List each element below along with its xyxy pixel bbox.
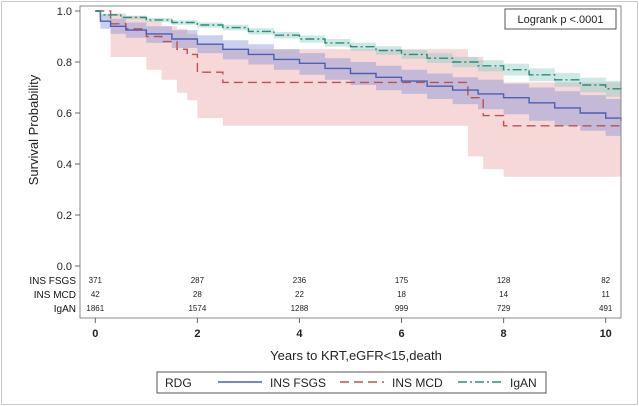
risk-count: 14	[499, 290, 508, 299]
x-tick-label: 6	[398, 328, 404, 340]
risk-count: 491	[599, 304, 613, 313]
risk-count: 1574	[188, 304, 206, 313]
risk-count: 1288	[291, 304, 309, 313]
logrank-text: Logrank p <.0001	[518, 14, 604, 26]
x-tick-label: 2	[194, 328, 200, 340]
annotation-box	[504, 8, 617, 30]
y-axis-title: Survival Probability	[26, 74, 41, 185]
ci-band-igan	[95, 11, 622, 100]
risk-row-label-igan: IgAN	[54, 304, 76, 315]
risk-count: 175	[395, 276, 409, 285]
risk-count: 236	[293, 276, 307, 285]
survival-line-igan	[95, 10, 622, 92]
risk-row-label-ins-mcd: INS MCD	[34, 290, 76, 301]
risk-count: 287	[191, 276, 205, 285]
y-tick-label: 0.4	[57, 159, 72, 171]
y-axis: 0.0 0.2 0.4 0.6 0.8 1.0	[57, 6, 80, 273]
risk-count: 28	[193, 290, 202, 299]
x-axis-title: Years to KRT,eGFR<15,death	[270, 348, 442, 363]
y-tick-label: 0.2	[57, 210, 72, 222]
risk-count: 82	[601, 276, 610, 285]
risk-table: INS FSGS 371 287 236 175 128 82 INS MCD 42 28 22 18…	[29, 276, 613, 315]
legend-title: RDG	[165, 376, 192, 390]
risk-count: 18	[397, 290, 406, 299]
legend-label-ins-mcd: INS MCD	[392, 376, 443, 390]
x-tick-label: 4	[296, 328, 303, 340]
x-axis: 0 2 4 6 8 10	[92, 318, 612, 340]
x-tick-label: 10	[600, 328, 612, 340]
risk-count: 729	[497, 304, 511, 313]
survival-curves	[95, 10, 622, 127]
y-tick-label: 0.0	[57, 261, 72, 273]
x-tick-label: 0	[92, 328, 98, 340]
y-tick-label: 1.0	[57, 6, 72, 18]
risk-count: 42	[91, 290, 100, 299]
y-tick-label: 0.8	[57, 57, 72, 69]
legend-box	[156, 371, 547, 394]
risk-row-label-ins-fsgs: INS FSGS	[29, 276, 76, 287]
risk-count: 999	[395, 304, 409, 313]
legend-label-igan: IgAN	[510, 376, 537, 390]
plot-frame	[79, 5, 622, 319]
x-tick-label: 8	[501, 328, 507, 340]
risk-count: 22	[295, 290, 304, 299]
legend-label-ins-fsgs: INS FSGS	[270, 376, 326, 390]
ci-band-ins-mcd	[95, 11, 622, 177]
survival-line-ins-mcd	[95, 10, 621, 127]
risk-count: 128	[497, 276, 511, 285]
risk-count: 1861	[86, 304, 104, 313]
logrank-annotation: Logrank p <.0001	[504, 8, 617, 30]
survival-line-ins-fsgs	[95, 10, 622, 121]
risk-count: 11	[602, 290, 611, 299]
confidence-bands	[95, 11, 622, 177]
y-tick-label: 0.6	[57, 108, 72, 120]
legend: RDG INS FSGS INS MCD IgAN	[156, 371, 547, 394]
risk-count: 371	[89, 276, 103, 285]
ci-band-ins-fsgs	[95, 11, 622, 139]
